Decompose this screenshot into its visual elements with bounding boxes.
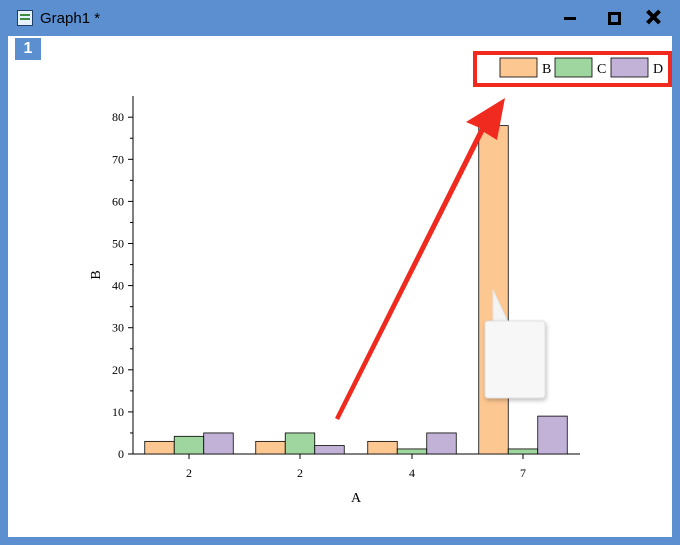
- bar-B: [144, 440, 175, 455]
- window-title: Graph1 *: [40, 10, 101, 27]
- bar-D: [426, 432, 457, 455]
- bar-C: [284, 432, 316, 455]
- legend-swatch-D: [610, 57, 649, 78]
- bar-D: [314, 445, 345, 455]
- bar-C: [507, 448, 539, 455]
- x-tick-label: 4: [409, 466, 415, 480]
- bars: [144, 125, 568, 455]
- bar-D: [537, 415, 568, 455]
- minimize-icon[interactable]: [556, 3, 586, 31]
- y-tick-label: 30: [112, 321, 124, 335]
- annotation-overlay: [335, 51, 672, 420]
- y-tick-label: 50: [112, 237, 124, 251]
- y-tick-label: 0: [118, 447, 124, 461]
- bar-D: [203, 432, 234, 455]
- y-tick-label: 70: [112, 152, 124, 166]
- title-bar[interactable]: Graph1 *: [0, 0, 680, 36]
- bar-B: [478, 125, 509, 455]
- y-tick-label: 80: [112, 110, 124, 124]
- legend-label-C: C: [597, 62, 606, 77]
- x-tick-label: 2: [186, 466, 192, 480]
- graph-window-icon[interactable]: [17, 10, 33, 26]
- y-tick-label: 60: [112, 194, 124, 208]
- legend-highlight-box: [473, 51, 672, 87]
- x-axis-title: A: [351, 491, 362, 506]
- bar-C: [173, 435, 205, 455]
- legend-swatch-C: [554, 57, 593, 78]
- bar-B: [255, 440, 286, 455]
- x-tick-label: 2: [297, 466, 303, 480]
- bar-B: [367, 440, 398, 455]
- legend-swatch-B: [499, 57, 538, 78]
- legend-label-B: B: [542, 62, 551, 77]
- layer-badge[interactable]: 1: [15, 38, 41, 60]
- legend-label-D: D: [653, 62, 663, 77]
- y-tick-label: 40: [112, 279, 124, 293]
- y-tick-label: 10: [112, 405, 124, 419]
- legend: B C D: [499, 57, 663, 78]
- y-tick-label: 20: [112, 363, 124, 377]
- y-axis-title: B: [89, 270, 104, 279]
- bar-C: [396, 448, 428, 455]
- x-tick-label: 7: [520, 466, 526, 480]
- maximize-icon[interactable]: [598, 3, 628, 31]
- tooltip-box: [484, 320, 546, 399]
- annotation-arrow: [335, 98, 505, 420]
